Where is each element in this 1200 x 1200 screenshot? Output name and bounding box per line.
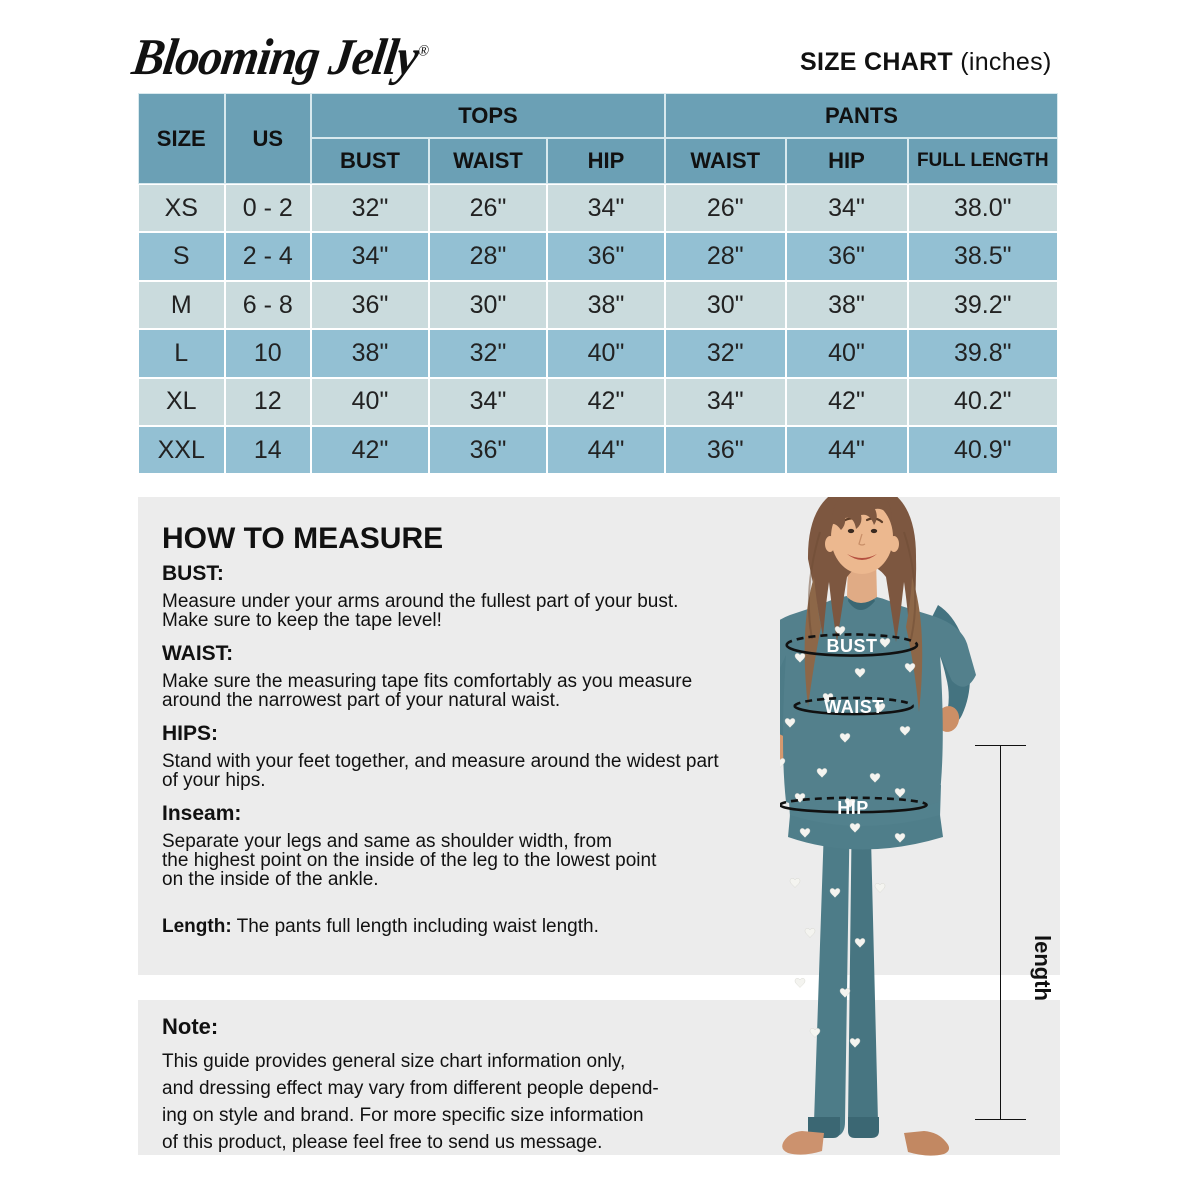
svg-text:BUST: BUST [827,636,878,656]
svg-text:HIP: HIP [837,798,869,818]
svg-text:WAIST: WAIST [824,697,884,717]
